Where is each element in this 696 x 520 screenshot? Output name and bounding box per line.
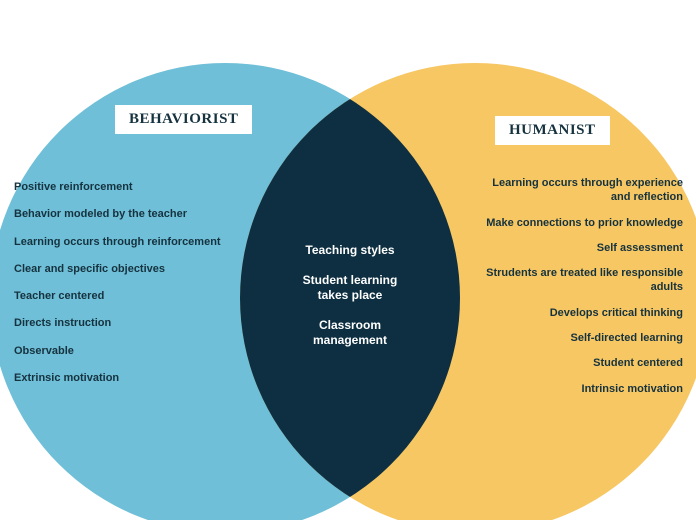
left-item: Teacher centered [14,289,224,303]
right-item: Student centered [475,356,683,370]
center-items: Teaching styles Student learning takes p… [292,243,408,363]
center-item: Student learning takes place [292,273,408,304]
right-label: HUMANIST [509,122,596,138]
center-item: Classroom management [292,318,408,349]
left-item: Behavior modeled by the teacher [14,207,224,221]
right-item: Develops critical thinking [475,306,683,320]
left-label-box: BEHAVIORIST [115,105,252,134]
left-item: Observable [14,344,224,358]
left-label: BEHAVIORIST [129,111,238,127]
right-item: Strudents are treated like responsible a… [475,266,683,295]
right-item: Learning occurs through experience and r… [475,176,683,205]
left-items: Positive reinforcement Behavior modeled … [14,180,224,398]
center-item: Teaching styles [292,243,408,259]
left-item: Clear and specific objectives [14,262,224,276]
left-item: Extrinsic motivation [14,371,224,385]
right-item: Intrinsic motivation [475,382,683,396]
right-label-box: HUMANIST [495,116,610,145]
left-item: Directs instruction [14,316,224,330]
left-item: Learning occurs through reinforcement [14,235,224,249]
right-item: Self assessment [475,241,683,255]
right-item: Make connections to prior knowledge [475,216,683,230]
right-item: Self-directed learning [475,331,683,345]
right-items: Learning occurs through experience and r… [475,176,683,407]
left-item: Positive reinforcement [14,180,224,194]
